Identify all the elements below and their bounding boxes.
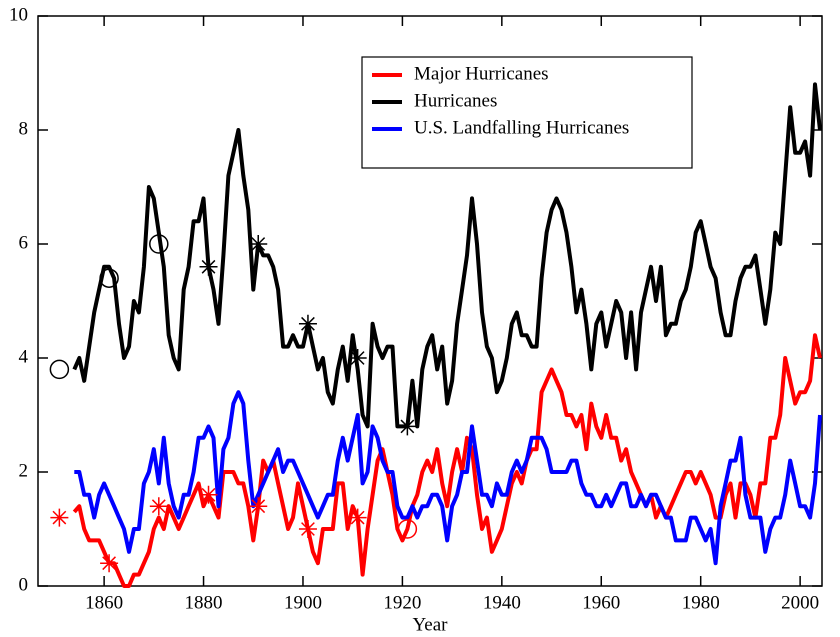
marker-asterisk	[398, 417, 417, 436]
marker-asterisk	[199, 257, 218, 276]
y-tick-label: 6	[19, 232, 29, 253]
marker-asterisk	[149, 497, 168, 516]
x-tick-label: 2000	[781, 592, 819, 613]
y-tick-label: 4	[19, 346, 29, 367]
series-line	[74, 390, 822, 566]
x-axis-label: Year	[412, 614, 448, 635]
marker-circle	[49, 359, 70, 380]
legend-box	[361, 56, 693, 169]
marker-asterisk	[100, 554, 119, 573]
legend-label: Major Hurricanes	[414, 63, 549, 84]
y-tick-label: 2	[19, 460, 29, 481]
x-tick-label: 1980	[682, 592, 720, 613]
x-tick-label: 1900	[284, 592, 322, 613]
marker-asterisk	[348, 349, 367, 367]
marker-circle	[99, 268, 119, 288]
marker-circle	[149, 234, 169, 254]
marker-asterisk	[348, 508, 367, 527]
y-tick-label: 10	[9, 4, 28, 25]
marker-asterisk	[199, 485, 218, 504]
x-tick-label: 1960	[582, 592, 620, 613]
marker-asterisk	[249, 497, 268, 516]
y-tick-label: 0	[19, 574, 29, 595]
marker-asterisk	[249, 235, 268, 253]
x-tick-label: 1880	[185, 592, 223, 613]
marker-asterisk	[298, 314, 317, 333]
marker-asterisk	[50, 508, 69, 527]
series-line	[72, 333, 822, 588]
x-tick-label: 1860	[85, 592, 123, 613]
marker-circle	[397, 519, 418, 539]
x-tick-label: 1920	[383, 592, 421, 613]
x-tick-label: 1940	[483, 592, 521, 613]
plot-frame	[37, 15, 823, 587]
legend-label: Hurricanes	[414, 90, 497, 111]
series-line	[72, 82, 822, 429]
marker-asterisk	[298, 520, 317, 538]
legend-label: U.S. Landfalling Hurricanes	[414, 117, 629, 138]
y-tick-label: 8	[19, 118, 29, 139]
